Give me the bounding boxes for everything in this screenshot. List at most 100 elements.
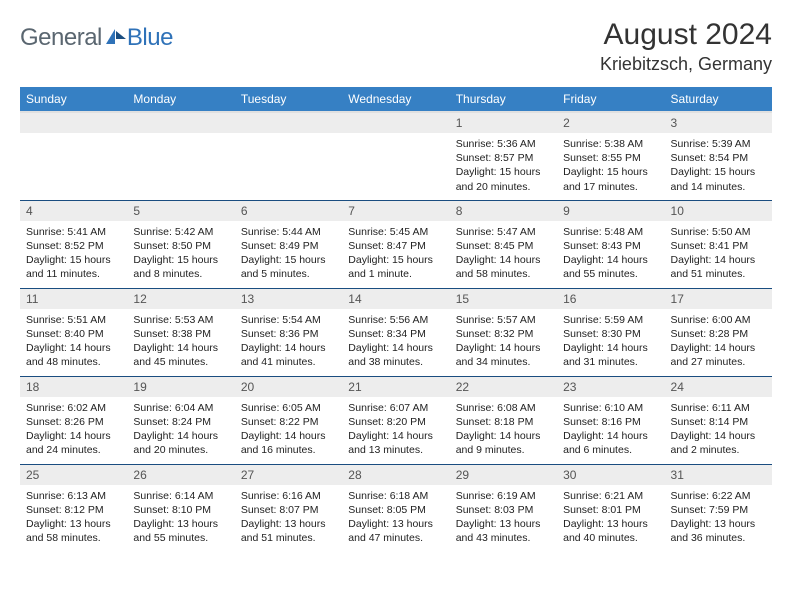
- day-details: Sunrise: 6:13 AMSunset: 8:12 PMDaylight:…: [20, 486, 127, 550]
- sunset-line: Sunset: 8:36 PM: [241, 327, 336, 341]
- day-number: 7: [342, 201, 449, 222]
- calendar-cell: [342, 112, 449, 200]
- day-number: 17: [665, 289, 772, 310]
- sunset-line: Sunset: 8:32 PM: [456, 327, 551, 341]
- daylight-line: Daylight: 14 hours and 31 minutes.: [563, 341, 658, 369]
- day-details: Sunrise: 6:21 AMSunset: 8:01 PMDaylight:…: [557, 486, 664, 550]
- day-details: Sunrise: 5:44 AMSunset: 8:49 PMDaylight:…: [235, 222, 342, 286]
- sunset-line: Sunset: 8:07 PM: [241, 503, 336, 517]
- day-number: 13: [235, 289, 342, 310]
- sunrise-line: Sunrise: 5:38 AM: [563, 137, 658, 151]
- calendar-cell: 18Sunrise: 6:02 AMSunset: 8:26 PMDayligh…: [20, 376, 127, 464]
- daylight-line: Daylight: 13 hours and 40 minutes.: [563, 517, 658, 545]
- day-details: Sunrise: 6:08 AMSunset: 8:18 PMDaylight:…: [450, 398, 557, 462]
- sunrise-line: Sunrise: 5:59 AM: [563, 313, 658, 327]
- sunrise-line: Sunrise: 5:50 AM: [671, 225, 766, 239]
- sunrise-line: Sunrise: 5:44 AM: [241, 225, 336, 239]
- sunrise-line: Sunrise: 5:36 AM: [456, 137, 551, 151]
- sunset-line: Sunset: 8:28 PM: [671, 327, 766, 341]
- day-number: 30: [557, 465, 664, 486]
- day-number: [342, 113, 449, 134]
- daylight-line: Daylight: 15 hours and 17 minutes.: [563, 165, 658, 193]
- day-details: Sunrise: 6:04 AMSunset: 8:24 PMDaylight:…: [127, 398, 234, 462]
- sunset-line: Sunset: 8:45 PM: [456, 239, 551, 253]
- daylight-line: Daylight: 15 hours and 8 minutes.: [133, 253, 228, 281]
- calendar-row: 18Sunrise: 6:02 AMSunset: 8:26 PMDayligh…: [20, 376, 772, 464]
- sunset-line: Sunset: 8:18 PM: [456, 415, 551, 429]
- weekday-header: Wednesday: [342, 87, 449, 112]
- calendar-cell: 6Sunrise: 5:44 AMSunset: 8:49 PMDaylight…: [235, 200, 342, 288]
- daylight-line: Daylight: 14 hours and 34 minutes.: [456, 341, 551, 369]
- sunset-line: Sunset: 8:03 PM: [456, 503, 551, 517]
- calendar-cell: 14Sunrise: 5:56 AMSunset: 8:34 PMDayligh…: [342, 288, 449, 376]
- sunrise-line: Sunrise: 6:07 AM: [348, 401, 443, 415]
- daylight-line: Daylight: 15 hours and 14 minutes.: [671, 165, 766, 193]
- day-details: Sunrise: 6:07 AMSunset: 8:20 PMDaylight:…: [342, 398, 449, 462]
- day-details: Sunrise: 5:36 AMSunset: 8:57 PMDaylight:…: [450, 134, 557, 198]
- daylight-line: Daylight: 14 hours and 58 minutes.: [456, 253, 551, 281]
- day-number: 27: [235, 465, 342, 486]
- day-details: Sunrise: 6:16 AMSunset: 8:07 PMDaylight:…: [235, 486, 342, 550]
- day-number: [235, 113, 342, 134]
- sunset-line: Sunset: 8:41 PM: [671, 239, 766, 253]
- sunrise-line: Sunrise: 6:22 AM: [671, 489, 766, 503]
- daylight-line: Daylight: 14 hours and 2 minutes.: [671, 429, 766, 457]
- calendar-head: SundayMondayTuesdayWednesdayThursdayFrid…: [20, 87, 772, 112]
- day-details: Sunrise: 6:02 AMSunset: 8:26 PMDaylight:…: [20, 398, 127, 462]
- calendar-row: 4Sunrise: 5:41 AMSunset: 8:52 PMDaylight…: [20, 200, 772, 288]
- calendar-cell: 3Sunrise: 5:39 AMSunset: 8:54 PMDaylight…: [665, 112, 772, 200]
- weekday-header: Thursday: [450, 87, 557, 112]
- daylight-line: Daylight: 14 hours and 45 minutes.: [133, 341, 228, 369]
- sunrise-line: Sunrise: 6:08 AM: [456, 401, 551, 415]
- day-number: 15: [450, 289, 557, 310]
- sunrise-line: Sunrise: 6:05 AM: [241, 401, 336, 415]
- sunrise-line: Sunrise: 6:14 AM: [133, 489, 228, 503]
- daylight-line: Daylight: 14 hours and 16 minutes.: [241, 429, 336, 457]
- weekday-header: Saturday: [665, 87, 772, 112]
- sunset-line: Sunset: 8:10 PM: [133, 503, 228, 517]
- calendar-row: 1Sunrise: 5:36 AMSunset: 8:57 PMDaylight…: [20, 112, 772, 200]
- day-details: Sunrise: 5:38 AMSunset: 8:55 PMDaylight:…: [557, 134, 664, 198]
- calendar-cell: 10Sunrise: 5:50 AMSunset: 8:41 PMDayligh…: [665, 200, 772, 288]
- daylight-line: Daylight: 14 hours and 27 minutes.: [671, 341, 766, 369]
- day-details: Sunrise: 6:10 AMSunset: 8:16 PMDaylight:…: [557, 398, 664, 462]
- day-details: Sunrise: 5:53 AMSunset: 8:38 PMDaylight:…: [127, 310, 234, 374]
- flag-icon: [105, 27, 127, 50]
- sunrise-line: Sunrise: 6:10 AM: [563, 401, 658, 415]
- sunrise-line: Sunrise: 5:48 AM: [563, 225, 658, 239]
- calendar-cell: 19Sunrise: 6:04 AMSunset: 8:24 PMDayligh…: [127, 376, 234, 464]
- daylight-line: Daylight: 14 hours and 41 minutes.: [241, 341, 336, 369]
- sunrise-line: Sunrise: 5:42 AM: [133, 225, 228, 239]
- calendar-cell: 11Sunrise: 5:51 AMSunset: 8:40 PMDayligh…: [20, 288, 127, 376]
- day-number: 6: [235, 201, 342, 222]
- sunrise-line: Sunrise: 6:00 AM: [671, 313, 766, 327]
- day-number: 4: [20, 201, 127, 222]
- sunset-line: Sunset: 8:49 PM: [241, 239, 336, 253]
- calendar-cell: 22Sunrise: 6:08 AMSunset: 8:18 PMDayligh…: [450, 376, 557, 464]
- month-title: August 2024: [600, 18, 772, 52]
- day-number: 19: [127, 377, 234, 398]
- day-number: 8: [450, 201, 557, 222]
- weekday-header: Sunday: [20, 87, 127, 112]
- calendar-body: 1Sunrise: 5:36 AMSunset: 8:57 PMDaylight…: [20, 112, 772, 552]
- sunset-line: Sunset: 8:05 PM: [348, 503, 443, 517]
- daylight-line: Daylight: 13 hours and 58 minutes.: [26, 517, 121, 545]
- sunset-line: Sunset: 8:30 PM: [563, 327, 658, 341]
- header: General Blue August 2024 Kriebitzsch, Ge…: [20, 18, 772, 75]
- day-details: Sunrise: 6:22 AMSunset: 7:59 PMDaylight:…: [665, 486, 772, 550]
- calendar-row: 25Sunrise: 6:13 AMSunset: 8:12 PMDayligh…: [20, 464, 772, 552]
- daylight-line: Daylight: 15 hours and 1 minute.: [348, 253, 443, 281]
- sunrise-line: Sunrise: 6:02 AM: [26, 401, 121, 415]
- calendar-cell: 4Sunrise: 5:41 AMSunset: 8:52 PMDaylight…: [20, 200, 127, 288]
- day-details: Sunrise: 5:54 AMSunset: 8:36 PMDaylight:…: [235, 310, 342, 374]
- day-number: 10: [665, 201, 772, 222]
- sunset-line: Sunset: 8:01 PM: [563, 503, 658, 517]
- day-number: 3: [665, 113, 772, 134]
- sunrise-line: Sunrise: 5:57 AM: [456, 313, 551, 327]
- day-details: Sunrise: 6:05 AMSunset: 8:22 PMDaylight:…: [235, 398, 342, 462]
- day-number: 16: [557, 289, 664, 310]
- calendar-cell: 31Sunrise: 6:22 AMSunset: 7:59 PMDayligh…: [665, 464, 772, 552]
- daylight-line: Daylight: 14 hours and 38 minutes.: [348, 341, 443, 369]
- day-details: Sunrise: 6:14 AMSunset: 8:10 PMDaylight:…: [127, 486, 234, 550]
- day-number: 5: [127, 201, 234, 222]
